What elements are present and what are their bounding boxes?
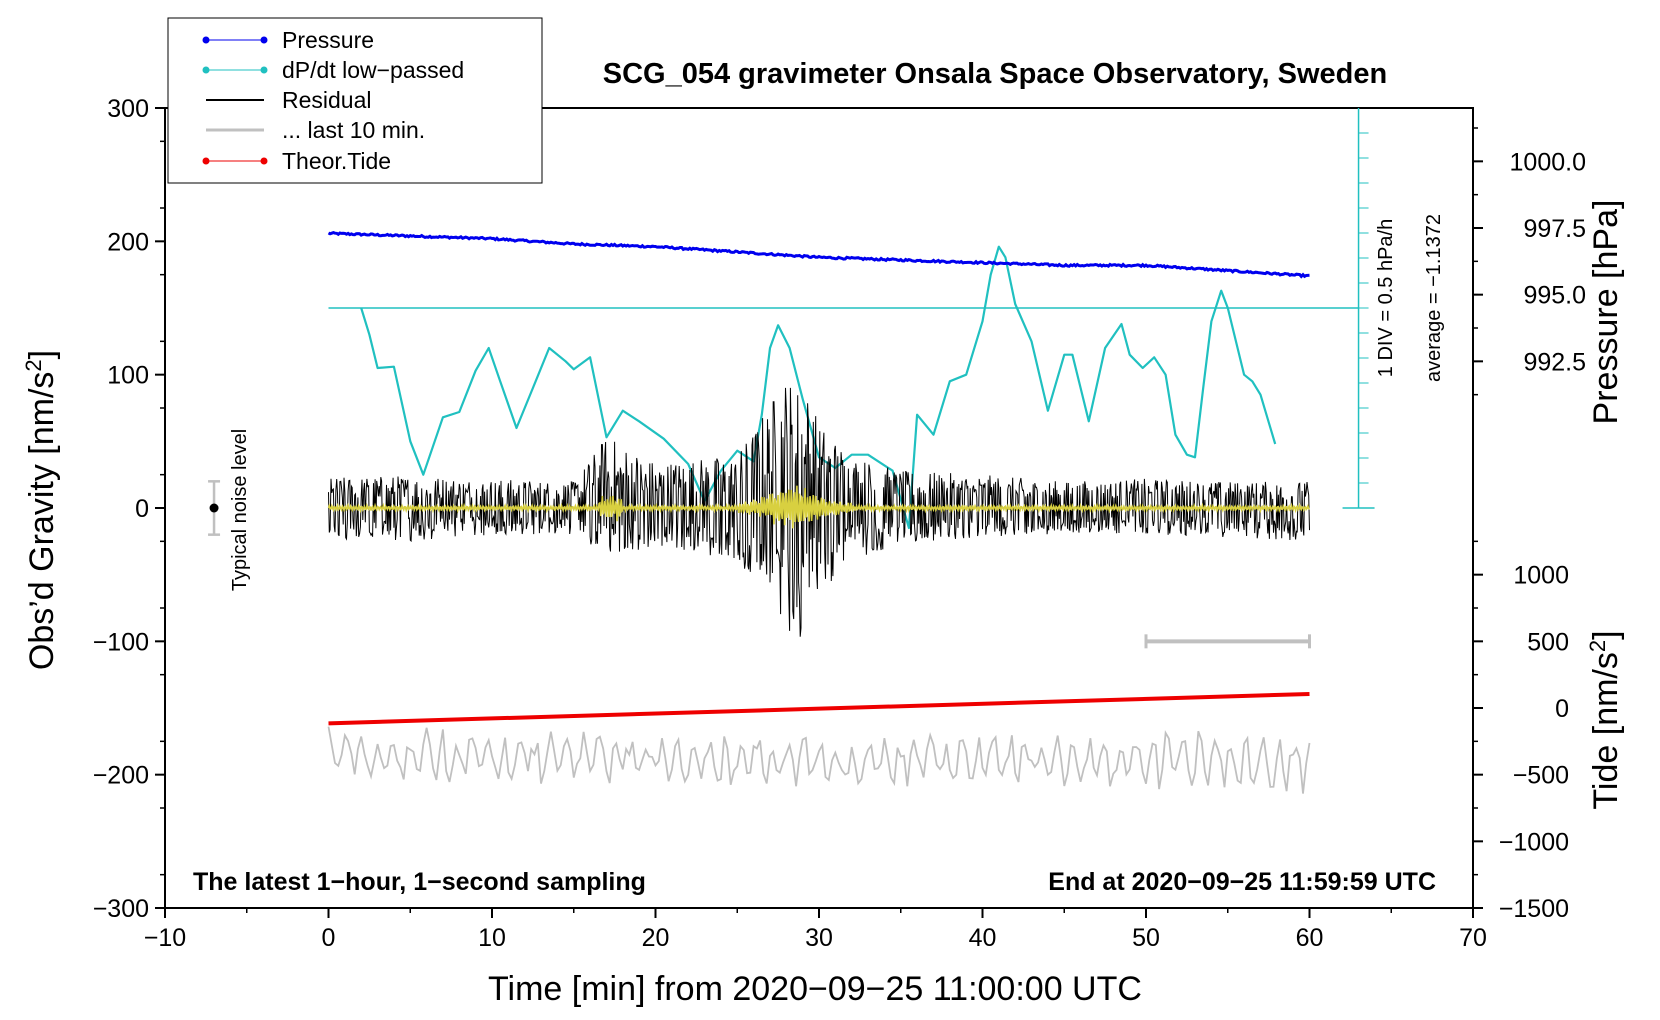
legend-dpdt-dot (260, 66, 268, 74)
x-tick-label: 10 (478, 924, 506, 952)
y-left-title-end: ] (23, 350, 61, 359)
dpdt-scale-label: 1 DIV = 0.5 hPa/h (1375, 219, 1397, 377)
x-tick-label: 60 (1296, 924, 1324, 952)
pressure-tick-label: 997.5 (1523, 215, 1586, 243)
x-tick-label: 30 (805, 924, 833, 952)
pressure-line (327, 230, 1310, 279)
legend-tide-dot (260, 157, 268, 165)
y-left-tick-label: 0 (135, 495, 149, 523)
pressure-tick-label: 1000.0 (1510, 148, 1586, 176)
series-layer (208, 108, 1375, 794)
legend-last10-label: ... last 10 min. (282, 117, 425, 143)
legend-tide-dot (202, 157, 210, 165)
tide-tick-label: 500 (1527, 628, 1569, 656)
legend-dpdt-dot (202, 66, 210, 74)
y-left-tick-label: −100 (93, 628, 149, 656)
legend-tide-label: Theor.Tide (282, 148, 391, 174)
x-tick-label: 70 (1459, 924, 1487, 952)
legend-residual-label: Residual (282, 87, 372, 113)
dpdt-average-label: average = −1.1372 (1423, 214, 1445, 382)
tide-tick-label: −500 (1513, 762, 1569, 790)
pressure-tick-label: 995.0 (1523, 282, 1586, 310)
noise-level-label: Typical noise level (229, 429, 251, 591)
x-tick-label: 40 (969, 924, 997, 952)
legend: Pressure dP/dt low−passed Residual ... l… (167, 17, 543, 184)
y-left-axis-title: Obs’d Gravity [nm/s2] (21, 350, 61, 670)
x-axis-title: Time [min] from 2020−09−25 11:00:00 UTC (488, 970, 1142, 1008)
y-left-tick-label: 300 (107, 95, 149, 123)
legend-pressure-dot (260, 36, 268, 44)
tide-tick-label: 1000 (1513, 562, 1569, 590)
legend-dpdt-label: dP/dt low−passed (282, 57, 464, 83)
chart-title: SCG_054 gravimeter Onsala Space Observat… (603, 58, 1387, 90)
tide-title-main: Tide [nm/s (1587, 652, 1625, 809)
tide-line (328, 692, 1310, 726)
pressure-tick-label: 992.5 (1523, 348, 1586, 376)
end-time-label: End at 2020−09−25 11:59:59 UTC (1048, 868, 1436, 896)
residual-line (328, 387, 1310, 637)
legend-pressure-dot (202, 36, 210, 44)
tide-title-sup: 2 (1585, 640, 1610, 652)
y-left-tick-label: 200 (107, 228, 149, 256)
y-left-tick-label: 100 (107, 362, 149, 390)
x-tick-label: 0 (322, 924, 336, 952)
x-tick-label: 50 (1132, 924, 1160, 952)
tide-title-end: ] (1587, 630, 1625, 639)
y-left-title-main: Obs’d Gravity [nm/s (23, 372, 61, 671)
noise-level-dot (209, 503, 219, 513)
y-right-pressure-title: Pressure [hPa] (1587, 200, 1625, 425)
tide-tick-label: −1500 (1499, 895, 1569, 923)
sampling-label: The latest 1−hour, 1−second sampling (193, 868, 646, 896)
tide-tick-label: 0 (1555, 695, 1569, 723)
y-left-tick-label: −200 (93, 762, 149, 790)
tide-tick-label: −1000 (1499, 828, 1569, 856)
dpdt-line (360, 245, 1277, 530)
residual-filtered-line (327, 485, 1310, 529)
x-tick-label: 20 (642, 924, 670, 952)
legend-pressure-label: Pressure (282, 27, 374, 53)
axis-ticks: −10 0 10 20 30 40 50 60 703002001000−100−200−300… (93, 95, 1586, 952)
y-right-tide-title: Tide [nm/s2] (1585, 630, 1625, 809)
x-tick-label: −10 (144, 924, 186, 952)
y-left-tick-label: −300 (93, 895, 149, 923)
last10-line (327, 726, 1311, 794)
y-left-title-sup: 2 (21, 359, 46, 371)
